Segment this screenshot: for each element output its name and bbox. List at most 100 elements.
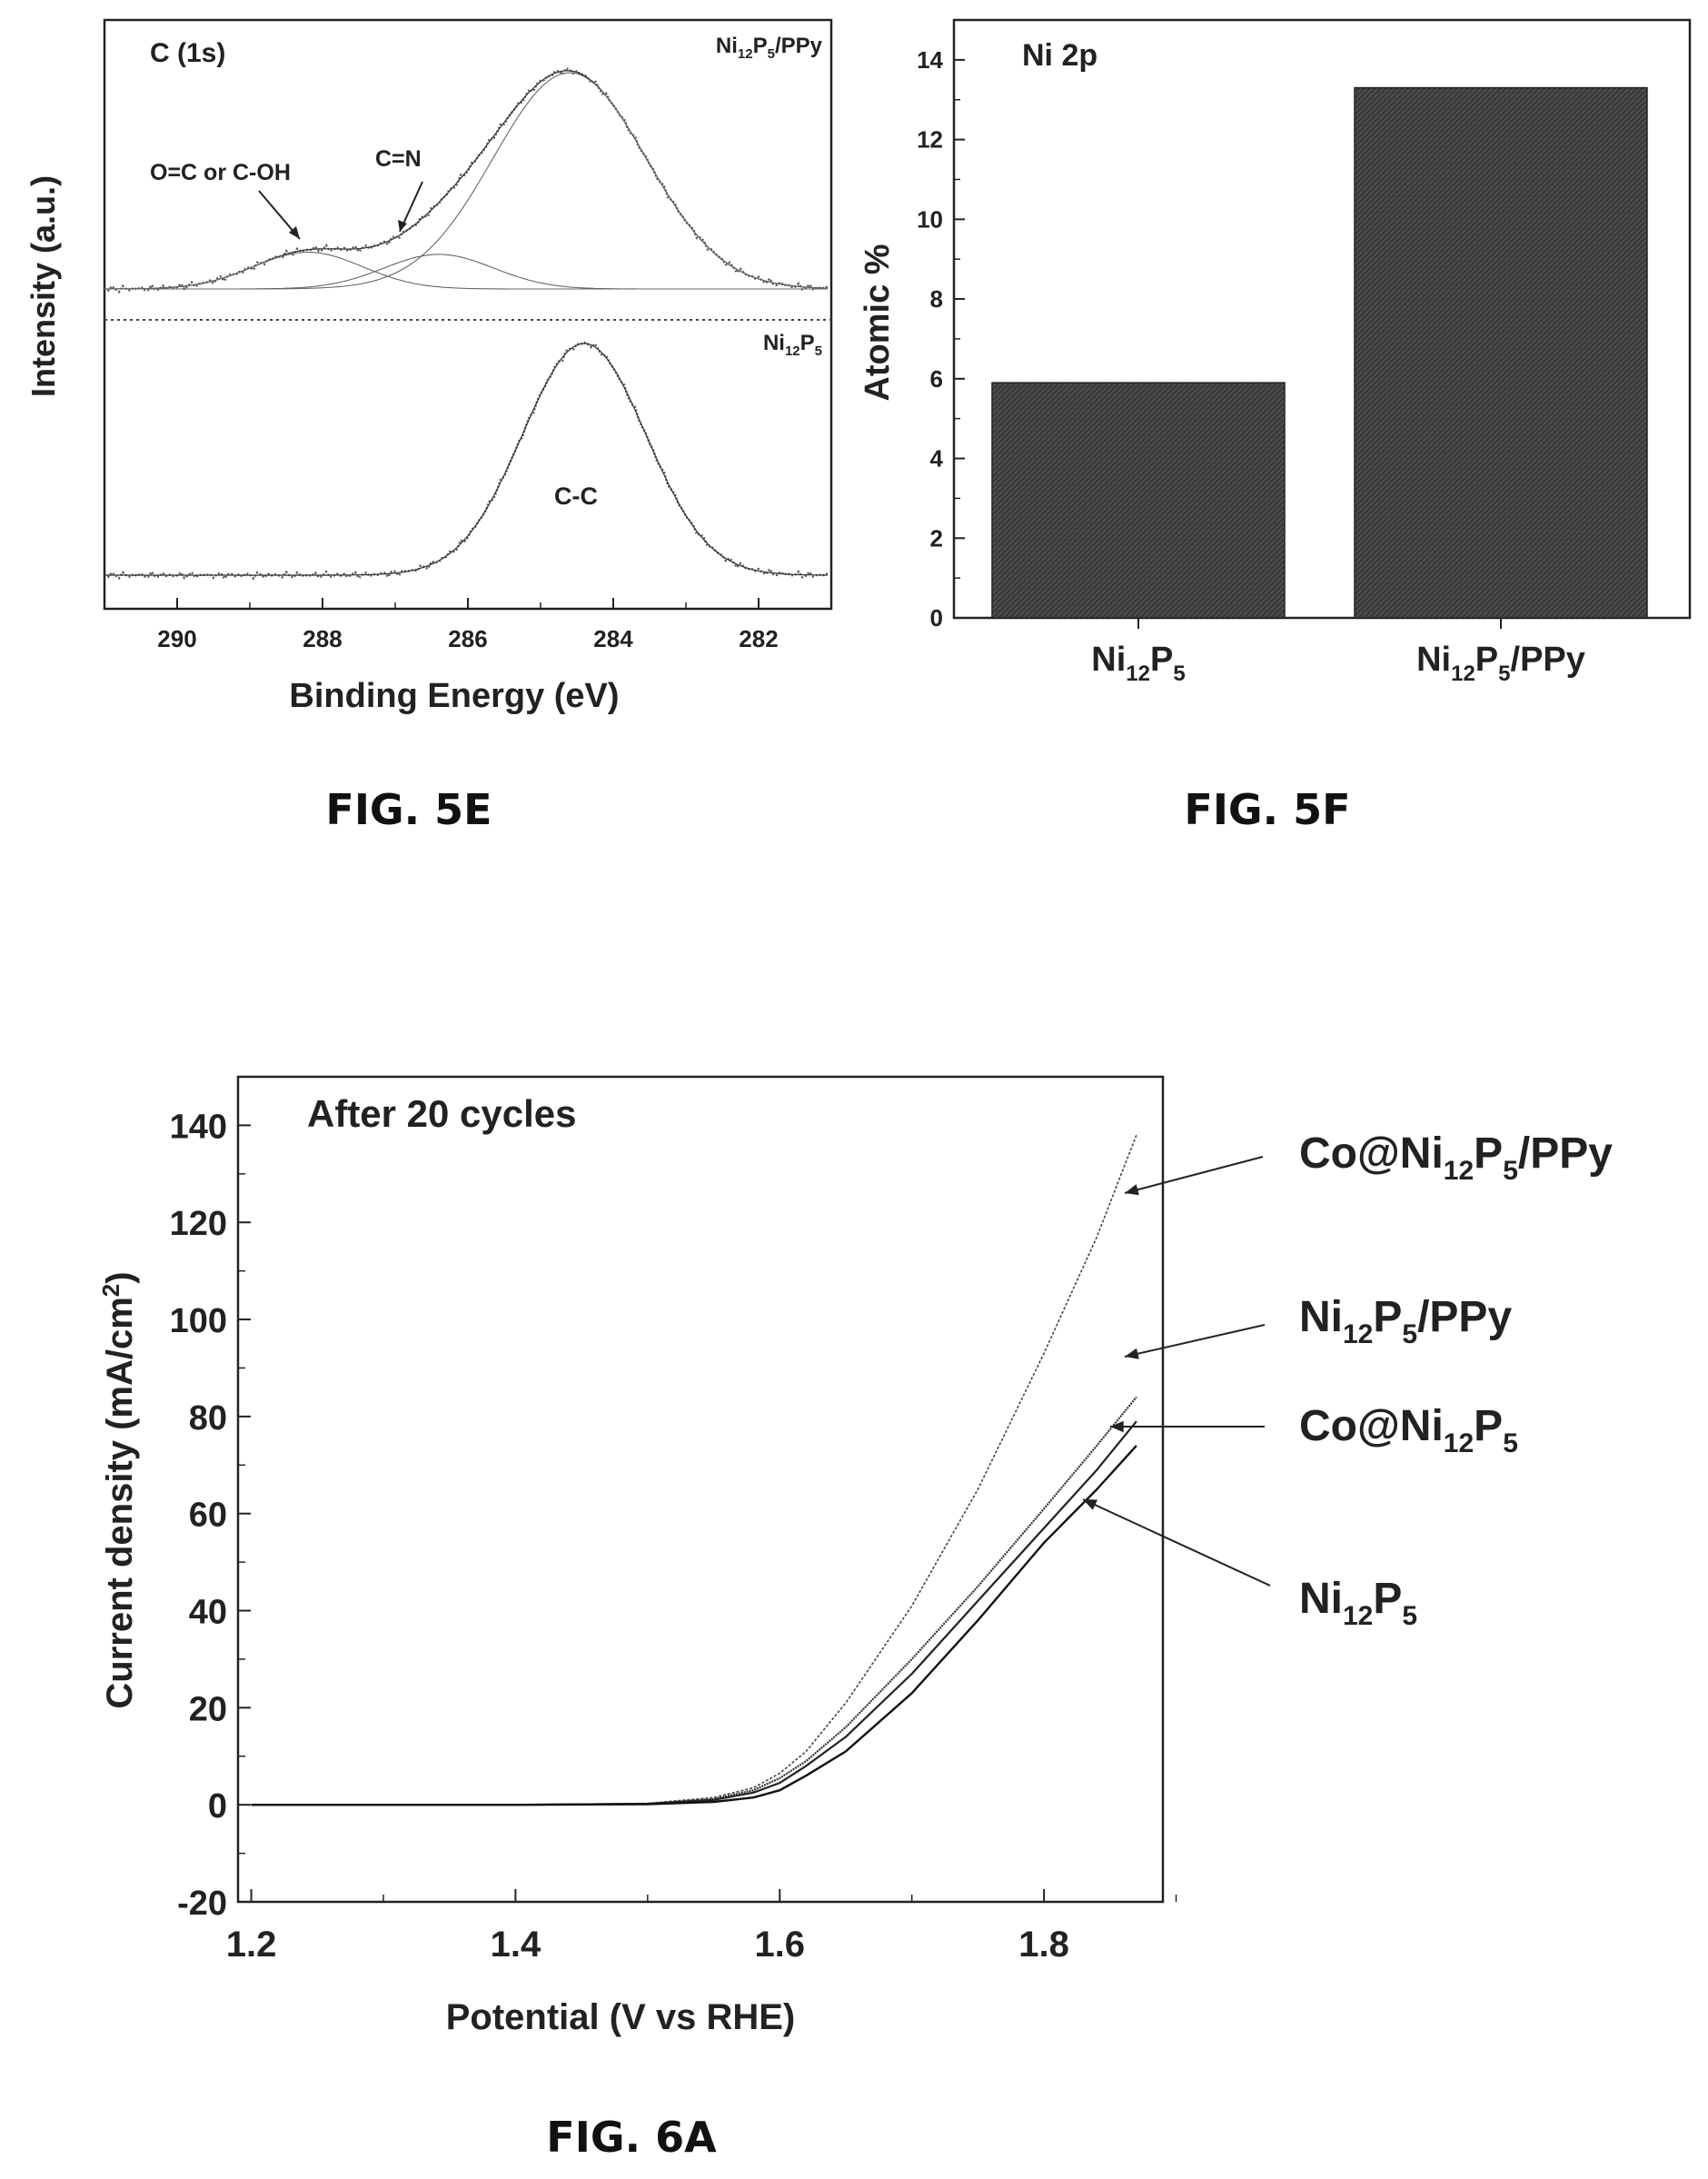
- fig5e-y-axis-label: Intensity (a.u.): [25, 175, 62, 397]
- fig5e-x-tick-label: 282: [739, 625, 778, 652]
- fig6a-y-axis-label: Current density (mA/cm2): [97, 1271, 140, 1708]
- fig5f-y-tick-label: 14: [917, 46, 943, 74]
- fig5e-arrow-oc: [258, 190, 301, 240]
- fig5e-x-tick-label: 288: [303, 625, 342, 652]
- fig6a-series-arrow-3: [1082, 1498, 1271, 1587]
- fig5e-caption: FIG. 5E: [325, 785, 492, 834]
- fig5f-category-label-0-part-3: 5: [1173, 662, 1185, 686]
- fig6a-series-label-2-part-1: 12: [1444, 1428, 1474, 1458]
- fig5e-plot-frame: [103, 18, 833, 611]
- fig5e-panel-name-bottom: Ni12P5: [763, 331, 822, 359]
- fig6a-series-label-1-part-2: P: [1373, 1293, 1402, 1341]
- fig6a-y-tick-label: -20: [177, 1885, 227, 1923]
- fig6a-series-arrowhead-1: [1125, 1348, 1139, 1359]
- fig5e-annotation-cn: C=N: [375, 146, 422, 172]
- fig6a-series-label-2-part-2: P: [1474, 1402, 1503, 1450]
- fig5e-annotation-oc: O=C or C-OH: [150, 160, 291, 185]
- fig5f-category-label-0: Ni12P5: [1091, 641, 1185, 686]
- fig6a-series-label-3: Ni12P5: [1299, 1575, 1417, 1631]
- fig5f-y-tick-label: 0: [930, 604, 943, 632]
- fig5e-panel-name-top-sub1: 12: [738, 46, 753, 62]
- fig6a-x-tick-label: 1.4: [491, 1925, 541, 1965]
- fig6a-series-label-0-part-2: P: [1474, 1129, 1503, 1178]
- fig5f-plot-frame: [952, 18, 1692, 620]
- fig6a-series-label-1-part-4: /PPy: [1417, 1293, 1512, 1341]
- fig5e-envelope-Ni12P5: [104, 343, 828, 576]
- fig6a-series-arrow-1: [1124, 1324, 1266, 1358]
- fig5f-category-label-0-part-2: P: [1150, 641, 1173, 679]
- fig5f-y-tick-label: 4: [930, 445, 944, 473]
- fig5f-category-label-1: Ni12P5/PPy: [1416, 641, 1585, 686]
- fig5f-y-tick-label: 8: [930, 285, 943, 313]
- fig5f-category-label-1-part-2: P: [1475, 641, 1498, 679]
- fig6a-y-axis-label-sup: 2: [97, 1284, 124, 1297]
- fig6a-series-label-0-part-0: Co@Ni: [1299, 1129, 1444, 1178]
- fig6a-series-label-2: Co@Ni12P5: [1299, 1402, 1518, 1458]
- chart-fig5e: 290 288 286 284 282 C (1s) O=C or C-OH C=N C…: [25, 18, 833, 834]
- fig6a-series-label-3-part-3: 5: [1402, 1601, 1417, 1631]
- fig6a-series-label-1-part-0: Ni: [1299, 1293, 1343, 1341]
- fig5f-category-label-1-part-3: 5: [1498, 662, 1510, 686]
- fig5e-raw-spectrum-Ni12P5/PPy: [104, 66, 829, 294]
- fig5e-panel-name-bottom-base: Ni: [763, 331, 785, 355]
- fig6a-caption: FIG. 6A: [546, 2113, 717, 2162]
- fig6a-x-tick-label: 1.2: [226, 1925, 277, 1965]
- fig6a-y-tick-label: 60: [189, 1497, 227, 1535]
- fig6a-series-label-1: Ni12P5/PPy: [1299, 1293, 1512, 1349]
- fig5f-category-label-0-part-1: 12: [1126, 662, 1150, 686]
- fig5e-x-tick-label: 290: [157, 625, 196, 652]
- fig6a-y-tick-label: 20: [189, 1690, 227, 1728]
- fig6a-y-axis-label-main: Current density (mA/cm: [100, 1297, 140, 1708]
- fig6a-series-line-1: [251, 1396, 1137, 1806]
- fig5e-arrow-cn: [398, 181, 423, 233]
- fig6a-x-axis-label: Potential (V vs RHE): [446, 1997, 796, 2037]
- fig5e-x-tick-label: 284: [593, 625, 633, 652]
- fig5f-y-axis-label: Atomic %: [859, 244, 897, 401]
- fig5f-category-label-1-part-4: /PPy: [1511, 641, 1585, 679]
- fig5e-panel-name-bottom-sub1: 12: [785, 343, 800, 359]
- fig5e-panel-name-top: Ni12P5/PPy: [716, 34, 823, 62]
- fig6a-panel-label: After 20 cycles: [307, 1092, 577, 1135]
- fig6a-y-tick-label: 0: [208, 1787, 227, 1826]
- fig6a-series-label-0-part-1: 12: [1444, 1156, 1474, 1186]
- fig5e-panel-name-bottom-mid: P: [800, 331, 815, 355]
- fig6a-y-tick-label: 120: [170, 1205, 227, 1243]
- fig5f-y-tick-label: 10: [917, 205, 943, 233]
- fig5f-panel-label: Ni 2p: [1022, 38, 1097, 73]
- fig6a-series-arrowhead-2: [1110, 1420, 1124, 1433]
- fig6a-series-line-2: [251, 1420, 1137, 1806]
- fig6a-series-label-0-part-3: 5: [1503, 1156, 1518, 1186]
- fig6a-series-arrowhead-0: [1125, 1184, 1139, 1196]
- fig6a-series-label-1-part-3: 5: [1402, 1319, 1417, 1349]
- fig5f-y-tick-label: 2: [930, 524, 943, 552]
- fig6a-x-tick-label: 1.6: [754, 1925, 805, 1965]
- fig6a-y-tick-label: 80: [189, 1399, 227, 1438]
- fig6a-series-arrow-0: [1124, 1156, 1264, 1194]
- fig5e-x-tick-label: 286: [448, 625, 487, 652]
- fig5f-bar-1: [1354, 86, 1648, 619]
- fig6a-series-label-1-part-1: 12: [1343, 1319, 1373, 1349]
- fig6a-y-tick-label: 100: [170, 1302, 227, 1340]
- fig6a-series-label-3-part-0: Ni: [1299, 1575, 1343, 1623]
- fig5e-panel-name-bottom-sub2: 5: [815, 343, 822, 359]
- fig6a-y-tick-label: 40: [189, 1594, 227, 1632]
- fig5e-x-axis-label: Binding Energy (eV): [289, 677, 619, 715]
- fig5f-category-label-1-part-1: 12: [1451, 662, 1475, 686]
- fig5f-category-label-0-part-0: Ni: [1091, 641, 1126, 679]
- fig5e-panel-name-top-tail: /PPy: [775, 34, 823, 58]
- fig5e-raw-spectrum-Ni12P5: [104, 341, 829, 581]
- fig6a-y-axis-label-tail: ): [100, 1271, 140, 1283]
- fig5e-panel-label: C (1s): [150, 38, 225, 68]
- fig6a-plot-frame: [236, 1075, 1165, 1904]
- chart-fig6a: 1.2 1.4 1.6 1.8-20020406080100120140Co@Ni12…: [97, 1075, 1613, 2162]
- fig6a-series-label-0: Co@Ni12P5/PPy: [1299, 1129, 1613, 1186]
- fig6a-y-tick-label: 140: [170, 1108, 227, 1146]
- fig5e-annotation-cc: C-C: [554, 483, 598, 510]
- fig6a-series-label-3-part-2: P: [1373, 1575, 1402, 1623]
- fig5e-panel-name-top-sub2: 5: [768, 46, 775, 62]
- fig6a-series-line-3: [251, 1445, 1137, 1806]
- fig5f-category-label-1-part-0: Ni: [1416, 641, 1451, 679]
